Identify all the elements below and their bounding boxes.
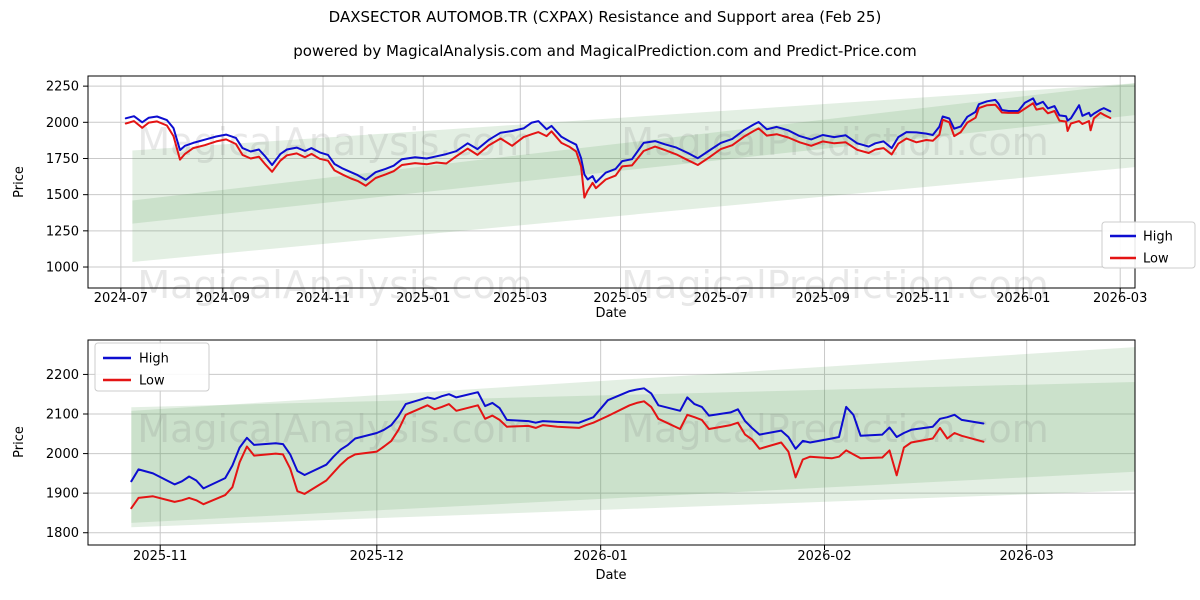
svg-text:2024-11: 2024-11	[296, 291, 350, 306]
chart-recent-detail: MagicalAnalysis.com MagicalPrediction.com…	[46, 339, 1136, 564]
svg-text:2024-09: 2024-09	[196, 291, 250, 306]
svg-text:1750: 1750	[46, 152, 79, 167]
top-chart-ylabel: Price	[12, 166, 27, 198]
svg-text:2025-11: 2025-11	[896, 291, 950, 306]
svg-text:2026-02: 2026-02	[797, 549, 851, 564]
svg-text:MagicalAnalysis.com: MagicalAnalysis.com	[137, 263, 532, 307]
svg-text:2000: 2000	[46, 116, 79, 131]
svg-text:2026-03: 2026-03	[1093, 291, 1147, 306]
svg-text:2200: 2200	[46, 368, 79, 383]
grid	[88, 340, 1135, 545]
legend-low-label: Low	[1143, 252, 1169, 267]
svg-text:2025-07: 2025-07	[694, 291, 748, 306]
support-resistance-bands	[131, 347, 1135, 528]
svg-text:1250: 1250	[46, 224, 79, 239]
figure-title: DAXSECTOR AUTOMOB.TR (CXPAX) Resistance …	[328, 8, 882, 26]
svg-text:2025-12: 2025-12	[350, 549, 404, 564]
low-line	[124, 102, 1112, 199]
bottom-chart-ylabel: Price	[12, 426, 27, 458]
axes: 1800 1900 2000 2100 2200 2025-11 2025-12 2026-0…	[46, 339, 1136, 564]
watermark-text: MagicalAnalysis.com MagicalPrediction.com	[137, 407, 1048, 451]
axes: 1000 1250 1500 1750 2000 2250 2024-07 2024-09 20…	[46, 75, 1147, 306]
svg-text:MagicalPrediction.com: MagicalPrediction.com	[621, 120, 1049, 164]
legend-high-label: High	[1143, 230, 1173, 245]
watermark-text: MagicalAnalysis.com MagicalPrediction.com…	[137, 120, 1048, 307]
high-line	[130, 387, 985, 490]
svg-text:2025-05: 2025-05	[593, 291, 647, 306]
top-chart-xlabel: Date	[595, 306, 627, 321]
svg-text:1500: 1500	[46, 188, 79, 203]
high-line	[124, 97, 1112, 184]
svg-text:2026-03: 2026-03	[1000, 549, 1054, 564]
svg-text:2100: 2100	[46, 408, 79, 423]
legend-low-label: Low	[139, 374, 165, 389]
svg-text:2025-01: 2025-01	[396, 291, 450, 306]
svg-text:1800: 1800	[46, 526, 79, 541]
legend-high-label: High	[139, 352, 169, 367]
svg-text:2026-01: 2026-01	[996, 291, 1050, 306]
svg-text:MagicalAnalysis.com: MagicalAnalysis.com	[137, 120, 532, 164]
svg-text:2000: 2000	[46, 447, 79, 462]
grid	[88, 76, 1135, 288]
legend: High Low	[1101, 221, 1196, 269]
svg-text:2250: 2250	[46, 80, 79, 95]
support-resistance-bands	[132, 83, 1135, 262]
svg-text:2026-01: 2026-01	[574, 549, 628, 564]
svg-text:MagicalPrediction.com: MagicalPrediction.com	[621, 263, 1049, 307]
svg-text:1900: 1900	[46, 487, 79, 502]
legend: High Low	[94, 342, 210, 392]
svg-text:2025-03: 2025-03	[493, 291, 547, 306]
low-line	[130, 400, 985, 510]
svg-text:MagicalAnalysis.com: MagicalAnalysis.com	[137, 407, 532, 451]
svg-text:2025-11: 2025-11	[133, 549, 187, 564]
svg-text:MagicalPrediction.com: MagicalPrediction.com	[621, 407, 1049, 451]
svg-text:2025-09: 2025-09	[796, 291, 850, 306]
svg-text:1000: 1000	[46, 261, 79, 276]
chart-full-history: MagicalAnalysis.com MagicalPrediction.com…	[46, 75, 1196, 307]
figure-subtitle: powered by MagicalAnalysis.com and Magic…	[293, 42, 917, 60]
bottom-chart-xlabel: Date	[595, 568, 627, 583]
svg-text:2024-07: 2024-07	[94, 291, 148, 306]
